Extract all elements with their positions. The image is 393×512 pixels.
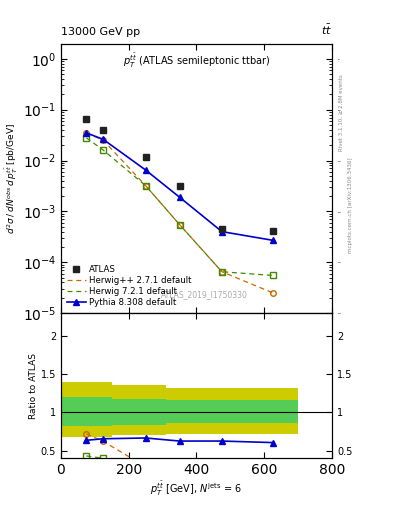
Y-axis label: $d^2\sigma\,/\,dN^{obs}\,d\,p^{t\bar{t}}_{T}$ [pb/GeV]: $d^2\sigma\,/\,dN^{obs}\,d\,p^{t\bar{t}}…: [4, 123, 20, 234]
Bar: [247, 388, 298, 434]
Bar: [112, 385, 166, 435]
Pythia 8.308 default: [220, 228, 224, 234]
Pythia 8.308 default: [270, 237, 275, 243]
Herwig++ 2.7.1 default: [84, 130, 89, 136]
Pythia 8.308 default: [143, 167, 148, 173]
ATLAS: [220, 226, 224, 232]
Herwig 7.2.1 default: [84, 135, 89, 141]
Bar: [61, 382, 112, 437]
Bar: [61, 397, 112, 426]
Text: $t\bar{t}$: $t\bar{t}$: [321, 23, 332, 37]
Pythia 8.308 default: [177, 194, 182, 200]
Herwig++ 2.7.1 default: [101, 137, 106, 143]
ATLAS: [143, 155, 148, 161]
Herwig 7.2.1 default: [270, 272, 275, 279]
Herwig++ 2.7.1 default: [177, 222, 182, 228]
Line: Pythia 8.308 default: Pythia 8.308 default: [83, 130, 276, 243]
Legend: ATLAS, Herwig++ 2.7.1 default, Herwig 7.2.1 default, Pythia 8.308 default: ATLAS, Herwig++ 2.7.1 default, Herwig 7.…: [65, 263, 194, 309]
Line: Herwig++ 2.7.1 default: Herwig++ 2.7.1 default: [86, 133, 273, 293]
Text: Rivet 3.1.10, ≥ 2.8M events: Rivet 3.1.10, ≥ 2.8M events: [339, 74, 344, 151]
Text: ATLAS_2019_I1750330: ATLAS_2019_I1750330: [161, 291, 248, 300]
Herwig++ 2.7.1 default: [143, 183, 148, 189]
Herwig 7.2.1 default: [220, 269, 224, 275]
Herwig++ 2.7.1 default: [220, 269, 224, 275]
Herwig 7.2.1 default: [177, 222, 182, 228]
Text: mcplots.cern.ch [arXiv:1306.3436]: mcplots.cern.ch [arXiv:1306.3436]: [348, 157, 353, 252]
Y-axis label: Ratio to ATLAS: Ratio to ATLAS: [29, 353, 38, 419]
X-axis label: $p^{t\bar{t}}_{T}$ [GeV], $N^\mathrm{jets}$ = 6: $p^{t\bar{t}}_{T}$ [GeV], $N^\mathrm{jet…: [151, 480, 242, 498]
Line: ATLAS: ATLAS: [83, 116, 276, 234]
Bar: [247, 400, 298, 423]
Pythia 8.308 default: [84, 130, 89, 136]
ATLAS: [101, 127, 106, 133]
Bar: [112, 399, 166, 424]
Herwig 7.2.1 default: [143, 183, 148, 189]
Herwig++ 2.7.1 default: [270, 290, 275, 296]
ATLAS: [270, 227, 275, 233]
Line: Herwig 7.2.1 default: Herwig 7.2.1 default: [86, 138, 273, 275]
Text: $p_T^{t\bar{t}}$ (ATLAS semileptonic ttbar): $p_T^{t\bar{t}}$ (ATLAS semileptonic ttb…: [123, 52, 270, 70]
Herwig 7.2.1 default: [101, 147, 106, 153]
Pythia 8.308 default: [101, 136, 106, 142]
ATLAS: [177, 183, 182, 189]
Bar: [166, 400, 247, 423]
Text: 13000 GeV pp: 13000 GeV pp: [61, 27, 140, 37]
ATLAS: [84, 116, 89, 122]
Bar: [166, 388, 247, 434]
